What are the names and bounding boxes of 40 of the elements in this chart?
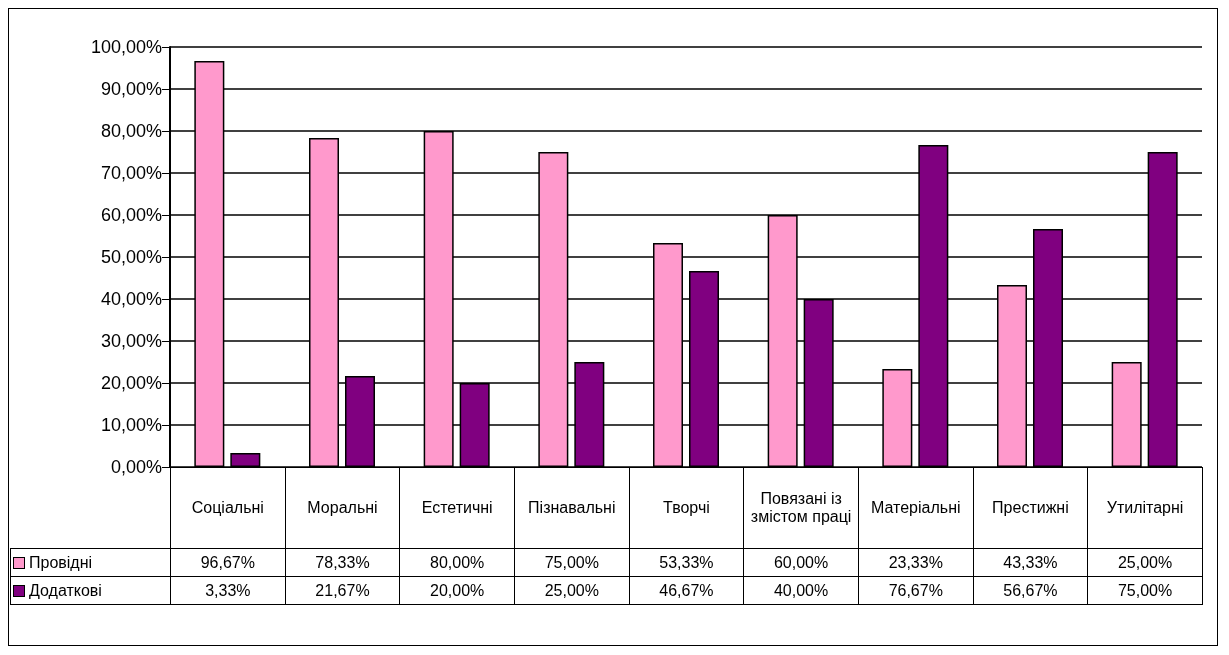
y-tick-label: 70,00% [100,163,162,183]
data-label: 75,00% [1087,576,1203,605]
data-label: 25,00% [1087,548,1203,577]
y-tick-label: 10,00% [100,415,162,435]
data-label: 56,67% [973,576,1088,605]
x-tick-label: Повязані із змістом праці [743,467,859,549]
x-tick-label: Естетичні [399,467,515,549]
data-label: 53,33% [629,548,744,577]
data-label: 20,00% [399,576,515,605]
y-tick-label: 0,00% [110,457,162,477]
y-tick-label: 40,00% [100,289,162,309]
x-tick-label: Престижні [973,467,1088,549]
data-label: 96,67% [170,548,286,577]
legend-label: Додаткові [10,576,171,605]
data-label: 3,33% [170,576,286,605]
data-label: 43,33% [973,548,1088,577]
y-tick-label: 50,00% [100,247,162,267]
data-label: 75,00% [514,548,630,577]
x-tick-label: Утилітарні [1087,467,1203,549]
data-label: 60,00% [743,548,859,577]
y-tick-label: 30,00% [100,331,162,351]
y-tick-label: 80,00% [100,121,162,141]
data-label: 25,00% [514,576,630,605]
x-tick-label: Матеріальні [858,467,974,549]
legend-label: Провідні [10,548,171,577]
x-tick-label: Соціальні [170,467,286,549]
data-label: 23,33% [858,548,974,577]
x-tick-label: Моральні [285,467,400,549]
data-label: 76,67% [858,576,974,605]
data-label: 46,67% [629,576,744,605]
data-label: 40,00% [743,576,859,605]
x-tick-label: Творчі [629,467,744,549]
y-tick-label: 20,00% [100,373,162,393]
x-tick-label: Пізнавальні [514,467,630,549]
data-label: 80,00% [399,548,515,577]
data-label: 21,67% [285,576,400,605]
y-tick-label: 100,00% [90,37,162,57]
y-tick-label: 90,00% [100,79,162,99]
data-label: 78,33% [285,548,400,577]
y-tick-label: 60,00% [100,205,162,225]
